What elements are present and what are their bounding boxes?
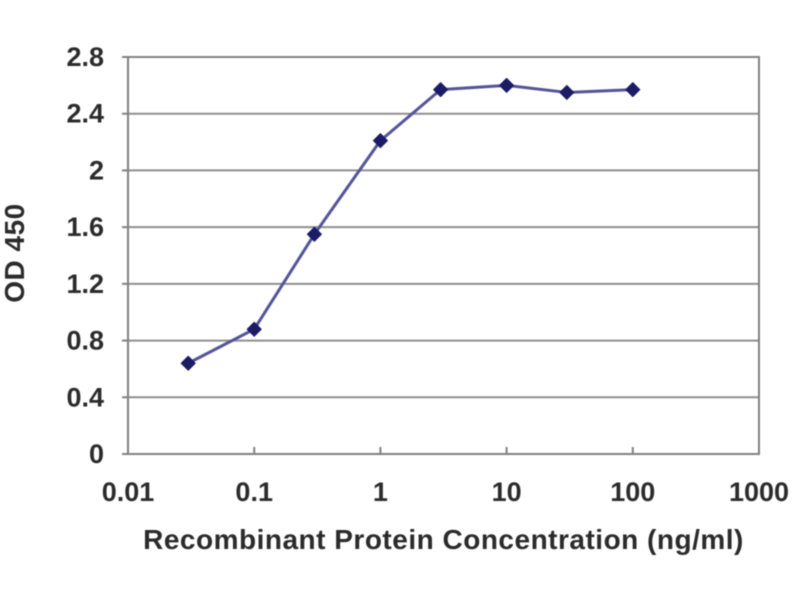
x-tick-label: 0.1 — [235, 477, 273, 507]
x-tick-label: 100 — [610, 477, 655, 507]
y-tick-label: 1.6 — [66, 212, 104, 242]
y-tick-label: 1.2 — [66, 269, 104, 299]
x-tick-label: 1 — [373, 477, 388, 507]
y-tick-label: 0.8 — [66, 326, 104, 356]
data-point-marker — [499, 77, 515, 93]
y-tick-label: 0.4 — [66, 382, 104, 412]
x-axis-title: Recombinant Protein Concentration (ng/ml… — [143, 524, 744, 555]
y-tick-label: 0 — [89, 439, 104, 469]
data-point-marker — [433, 82, 449, 98]
data-point-marker — [559, 84, 575, 100]
data-point-marker — [625, 82, 641, 98]
data-point-marker — [180, 355, 196, 371]
x-tick-label: 1000 — [729, 477, 789, 507]
y-tick-label: 2 — [89, 155, 104, 185]
y-tick-label: 2.4 — [66, 99, 104, 129]
x-tick-label: 0.01 — [102, 477, 155, 507]
y-axis-title: OD 450 — [0, 203, 30, 303]
data-point-marker — [246, 321, 262, 337]
data-point-marker — [372, 133, 388, 149]
plot-border — [127, 56, 760, 455]
series-line — [186, 83, 635, 365]
x-tick-label: 10 — [492, 477, 522, 507]
data-point-marker — [306, 226, 322, 242]
y-tick-label: 2.8 — [66, 42, 104, 72]
